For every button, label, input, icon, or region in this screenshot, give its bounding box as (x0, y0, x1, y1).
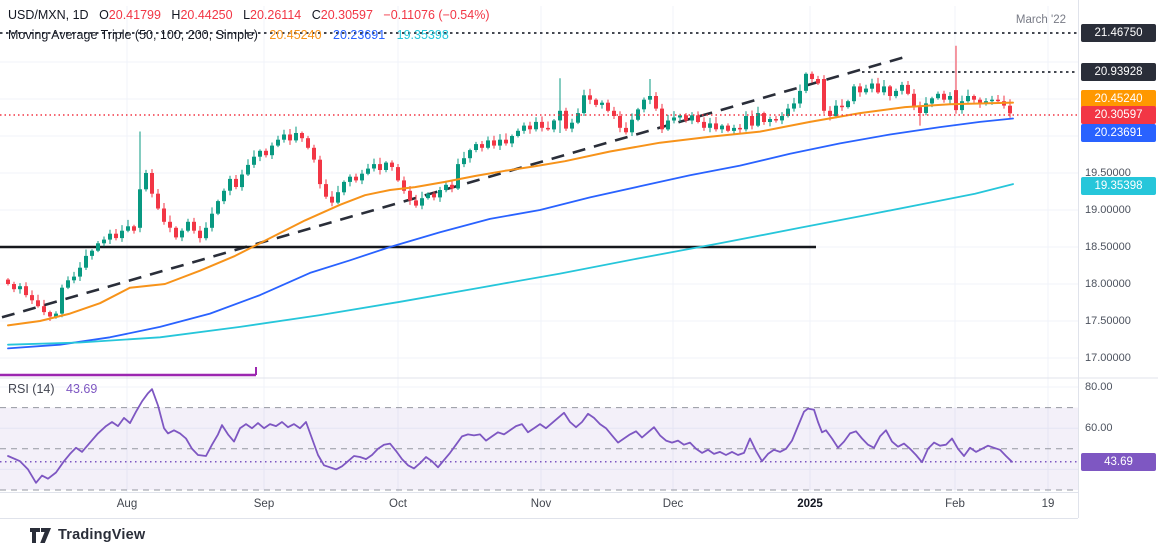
price-badge: 20.45240 (1081, 90, 1156, 108)
price-badge: 19.35398 (1081, 177, 1156, 195)
price-badge: 43.69 (1081, 453, 1156, 471)
open-value: 20.41799 (108, 8, 161, 22)
price-tick: 80.00 (1085, 381, 1113, 393)
ma-legend-row[interactable]: Moving Average Triple (50, 100, 200, Sim… (8, 25, 490, 45)
time-axis[interactable]: Aug Sep Oct Nov Dec 2025 Feb 19 (0, 492, 1078, 519)
close-value: 20.30597 (320, 8, 373, 22)
low-value: 20.26114 (250, 8, 302, 22)
price-tick: 17.50000 (1085, 315, 1131, 327)
close-key: C (311, 8, 321, 22)
ma200-value: 19.35398 (396, 28, 449, 42)
price-tick: 17.00000 (1085, 352, 1131, 364)
rsi-line (7, 388, 1013, 484)
price-tick: 18.00000 (1085, 278, 1131, 290)
rsi-band (0, 407, 1078, 491)
time-tick: Nov (530, 498, 552, 510)
change-value: −0.11076 (−0.54%) (383, 8, 490, 22)
candlestick-series (6, 45, 1012, 321)
price-tick: 60.00 (1085, 422, 1113, 434)
chart-legend[interactable]: USD/MXN, 1D O20.41799 H20.44250 L20.2611… (8, 5, 490, 45)
tradingview-logo[interactable]: TradingView (30, 527, 145, 543)
march-22-label: March '22 (1015, 14, 1066, 26)
time-tick: Dec (662, 498, 684, 510)
price-tick: 18.50000 (1085, 241, 1131, 253)
price-axis[interactable]: 19.50000 19.00000 18.50000 18.00000 17.50000… (1078, 0, 1158, 518)
price-badge: 20.23691 (1081, 124, 1156, 142)
rsi-legend-row[interactable]: RSI (14) 43.69 (8, 382, 97, 396)
low-key: L (243, 8, 251, 22)
time-tick: Oct (389, 498, 407, 510)
time-tick: Aug (116, 498, 138, 510)
sma-200-line (7, 183, 1014, 346)
rsi-indicator-title[interactable]: RSI (14) (8, 382, 55, 396)
price-badge: 21.46750 (1081, 24, 1156, 42)
price-badge: 20.30597 (1081, 106, 1156, 124)
price-tick: 19.00000 (1085, 204, 1131, 216)
time-tick: Feb (945, 498, 965, 510)
open-key: O (99, 8, 109, 22)
ma50-value: 20.45240 (269, 28, 322, 42)
tradingview-logo-text: TradingView (58, 527, 146, 543)
trendline (1, 54, 909, 319)
symbol-title[interactable]: USD/MXN, 1D (8, 8, 89, 22)
sma-100-line (7, 117, 1014, 350)
high-value: 20.44250 (180, 8, 233, 22)
symbol-legend-row[interactable]: USD/MXN, 1D O20.41799 H20.44250 L20.2611… (8, 5, 490, 25)
sma-50-line (7, 101, 1014, 327)
time-tick: Sep (253, 498, 275, 510)
price-badge: 20.93928 (1081, 63, 1156, 81)
ma100-value: 20.23691 (333, 28, 386, 42)
time-tick: 19 (1041, 498, 1055, 510)
rsi-value: 43.69 (66, 382, 98, 396)
high-key: H (171, 8, 181, 22)
price-tick: 19.50000 (1085, 167, 1131, 179)
tradingview-logo-icon (30, 527, 51, 543)
ma-indicator-title[interactable]: Moving Average Triple (50, 100, 200, Sim… (8, 28, 258, 42)
time-tick: 2025 (797, 498, 823, 510)
